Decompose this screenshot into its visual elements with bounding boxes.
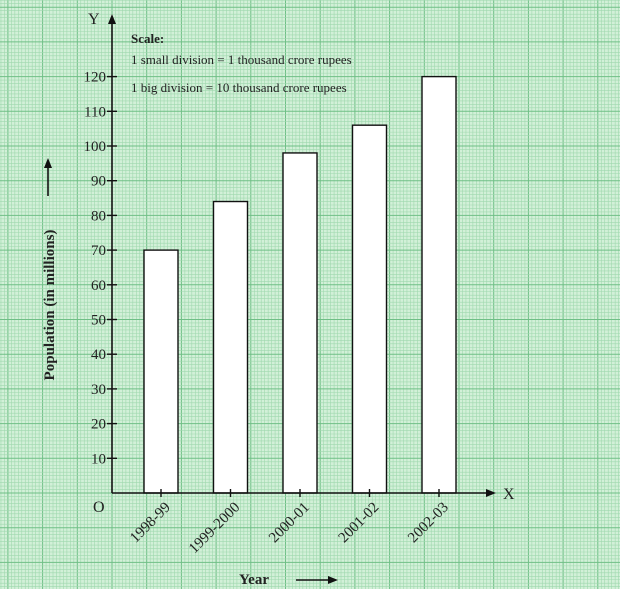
- y-tick-label: 30: [91, 382, 106, 398]
- y-axis-title: Population (in millions): [42, 230, 58, 381]
- bar-1999-2000: [212, 200, 249, 494]
- y-axis-arrowhead: [108, 14, 116, 24]
- axes: [107, 14, 496, 497]
- y-axis-title-arrow: [44, 158, 52, 196]
- scale-big-division: 1 big division = 10 thousand crore rupee…: [131, 80, 347, 95]
- y-tick-label: 70: [91, 243, 106, 259]
- bar-1998-99: [143, 249, 179, 494]
- scale-small-division: 1 small division = 1 thousand crore rupe…: [131, 52, 352, 67]
- y-tick-label: 100: [84, 139, 107, 155]
- y-tick-label: 50: [91, 313, 106, 329]
- x-axis-arrowhead: [486, 489, 496, 497]
- y-tick-label: 10: [91, 451, 106, 467]
- y-tick-label: 110: [84, 104, 106, 120]
- y-axis-letter: Y: [88, 11, 100, 28]
- y-tick-label: 90: [91, 174, 106, 190]
- y-tick-label: 20: [91, 417, 106, 433]
- y-tick-labels: 10 20 30 40 50 60 70 80 90 100 110 120: [84, 70, 107, 468]
- origin-label: O: [93, 499, 105, 516]
- bar-2000-01: [282, 152, 318, 494]
- y-tick-label: 60: [91, 278, 106, 294]
- bar-2001-02: [351, 124, 388, 494]
- y-tick-label: 80: [91, 208, 106, 224]
- x-axis-title: Year: [239, 572, 269, 588]
- x-axis-letter: X: [503, 486, 515, 503]
- y-tick-label: 40: [91, 347, 106, 363]
- scale-heading: Scale:: [131, 31, 164, 46]
- y-tick-label: 120: [84, 70, 107, 86]
- bar-2002-03: [421, 75, 457, 494]
- x-axis-title-arrow: [296, 576, 338, 584]
- bars: [143, 75, 457, 494]
